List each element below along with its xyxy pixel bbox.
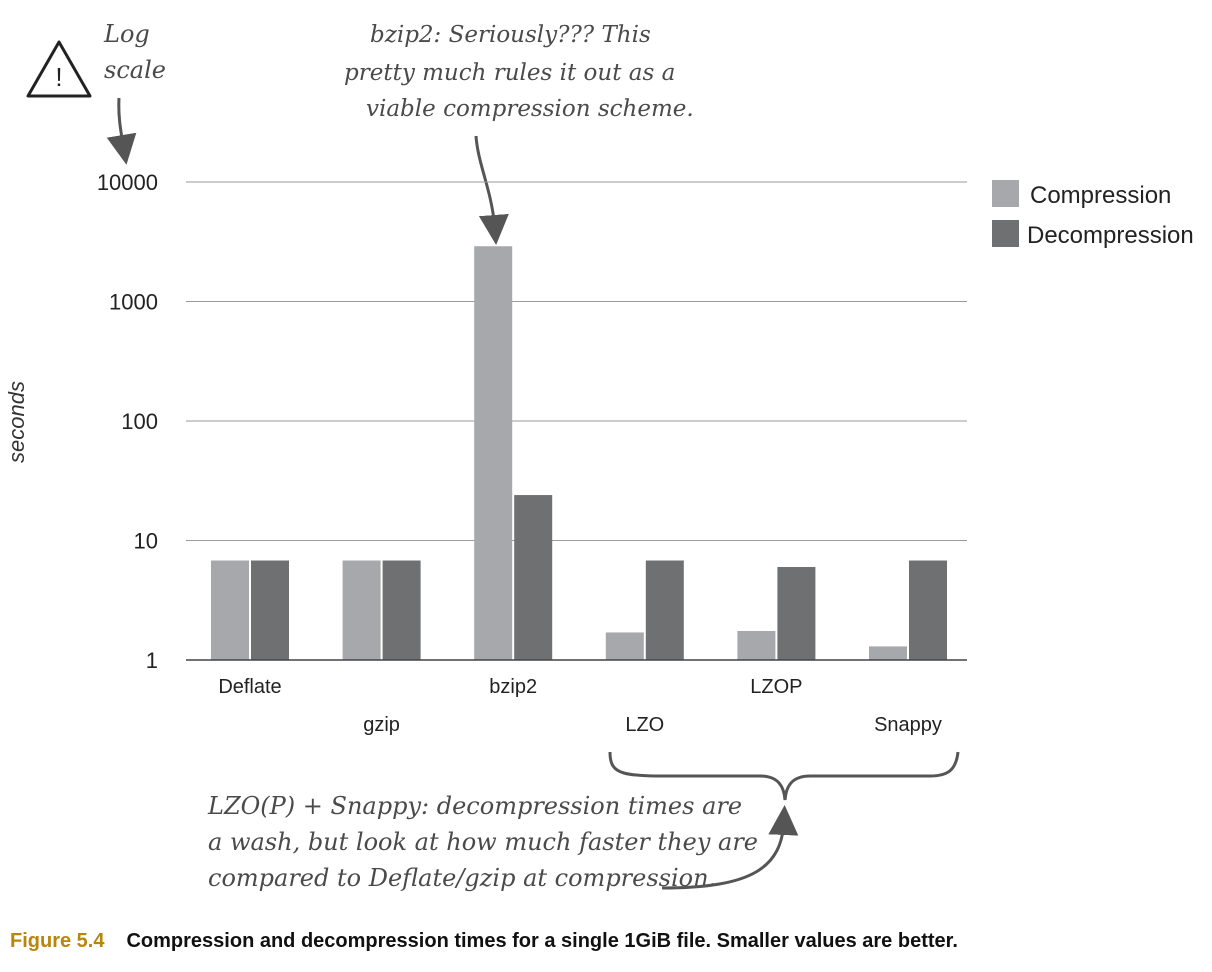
- y-tick-label: 10000: [97, 170, 158, 195]
- bars: [211, 246, 947, 660]
- bar-compression-deflate: [211, 560, 249, 660]
- bar-decompression-lzo: [645, 560, 684, 660]
- x-tick-label-deflate: Deflate: [218, 676, 281, 698]
- bar-decompression-deflate: [251, 560, 289, 660]
- log-scale-arrow: [106, 97, 137, 165]
- lzo-note-line-3: compared to Deflate/gzip at compression.: [208, 864, 716, 892]
- y-tick-label: 10: [134, 529, 158, 554]
- legend-swatch-compression: [992, 180, 1019, 207]
- bar-decompression-snappy: [909, 560, 947, 660]
- bzip2-arrow: [474, 135, 509, 245]
- bar-compression-lzo: [605, 632, 644, 660]
- lzo-note-line-1: LZO(P) + Snappy: decompression times are: [207, 792, 742, 820]
- warning-icon: !: [26, 40, 92, 98]
- legend-label-decompression: Decompression: [1027, 222, 1194, 249]
- x-tick-label-gzip: gzip: [363, 714, 400, 736]
- bar-decompression-bzip2: [514, 495, 553, 660]
- legend-label-compression: Compression: [1030, 182, 1171, 209]
- bar-compression-snappy: [869, 646, 907, 660]
- lzo-arrow: [661, 805, 799, 890]
- bar-decompression-lzop: [777, 567, 816, 660]
- brace: [608, 751, 960, 801]
- x-tick-label-lzo: LZO: [625, 714, 664, 736]
- bzip2-note-line-1: bzip2: Seriously??? This: [370, 22, 651, 48]
- bar-decompression-gzip: [382, 560, 421, 660]
- lzo-note-line-2: a wash, but look at how much faster they…: [208, 828, 758, 856]
- figure-label: Figure 5.4: [10, 930, 105, 952]
- y-tick-labels: 10000 1000 100 10 1: [97, 170, 158, 673]
- log-scale-note-line-1: Log: [103, 20, 150, 48]
- bzip2-note-line-3: viable compression scheme.: [366, 96, 694, 122]
- x-tick-label-lzop: LZOP: [750, 676, 802, 698]
- legend-swatch-decompression: [992, 220, 1019, 247]
- warning-symbol: !: [55, 62, 62, 92]
- figure-caption: Figure 5.4 Compression and decompression …: [10, 930, 958, 953]
- y-tick-label: 1000: [109, 290, 158, 315]
- bar-compression-gzip: [342, 560, 381, 660]
- bzip2-note-line-2: pretty much rules it out as a: [344, 60, 675, 86]
- bar-compression-bzip2: [474, 246, 513, 660]
- y-tick-label: 1: [146, 648, 158, 673]
- x-tick-label-snappy: Snappy: [874, 714, 942, 736]
- x-tick-label-bzip2: bzip2: [489, 676, 537, 698]
- log-scale-note-line-2: scale: [104, 56, 166, 84]
- y-axis-label: seconds: [4, 381, 29, 463]
- gridlines: [186, 181, 967, 541]
- y-tick-label: 100: [121, 409, 158, 434]
- category-labels: Deflate gzip bzip2 LZO LZOP Snappy: [218, 676, 942, 736]
- figure-caption-text: Compression and decompression times for …: [126, 930, 958, 952]
- legend: Compression Decompression: [992, 180, 1194, 249]
- bar-compression-lzop: [737, 630, 776, 660]
